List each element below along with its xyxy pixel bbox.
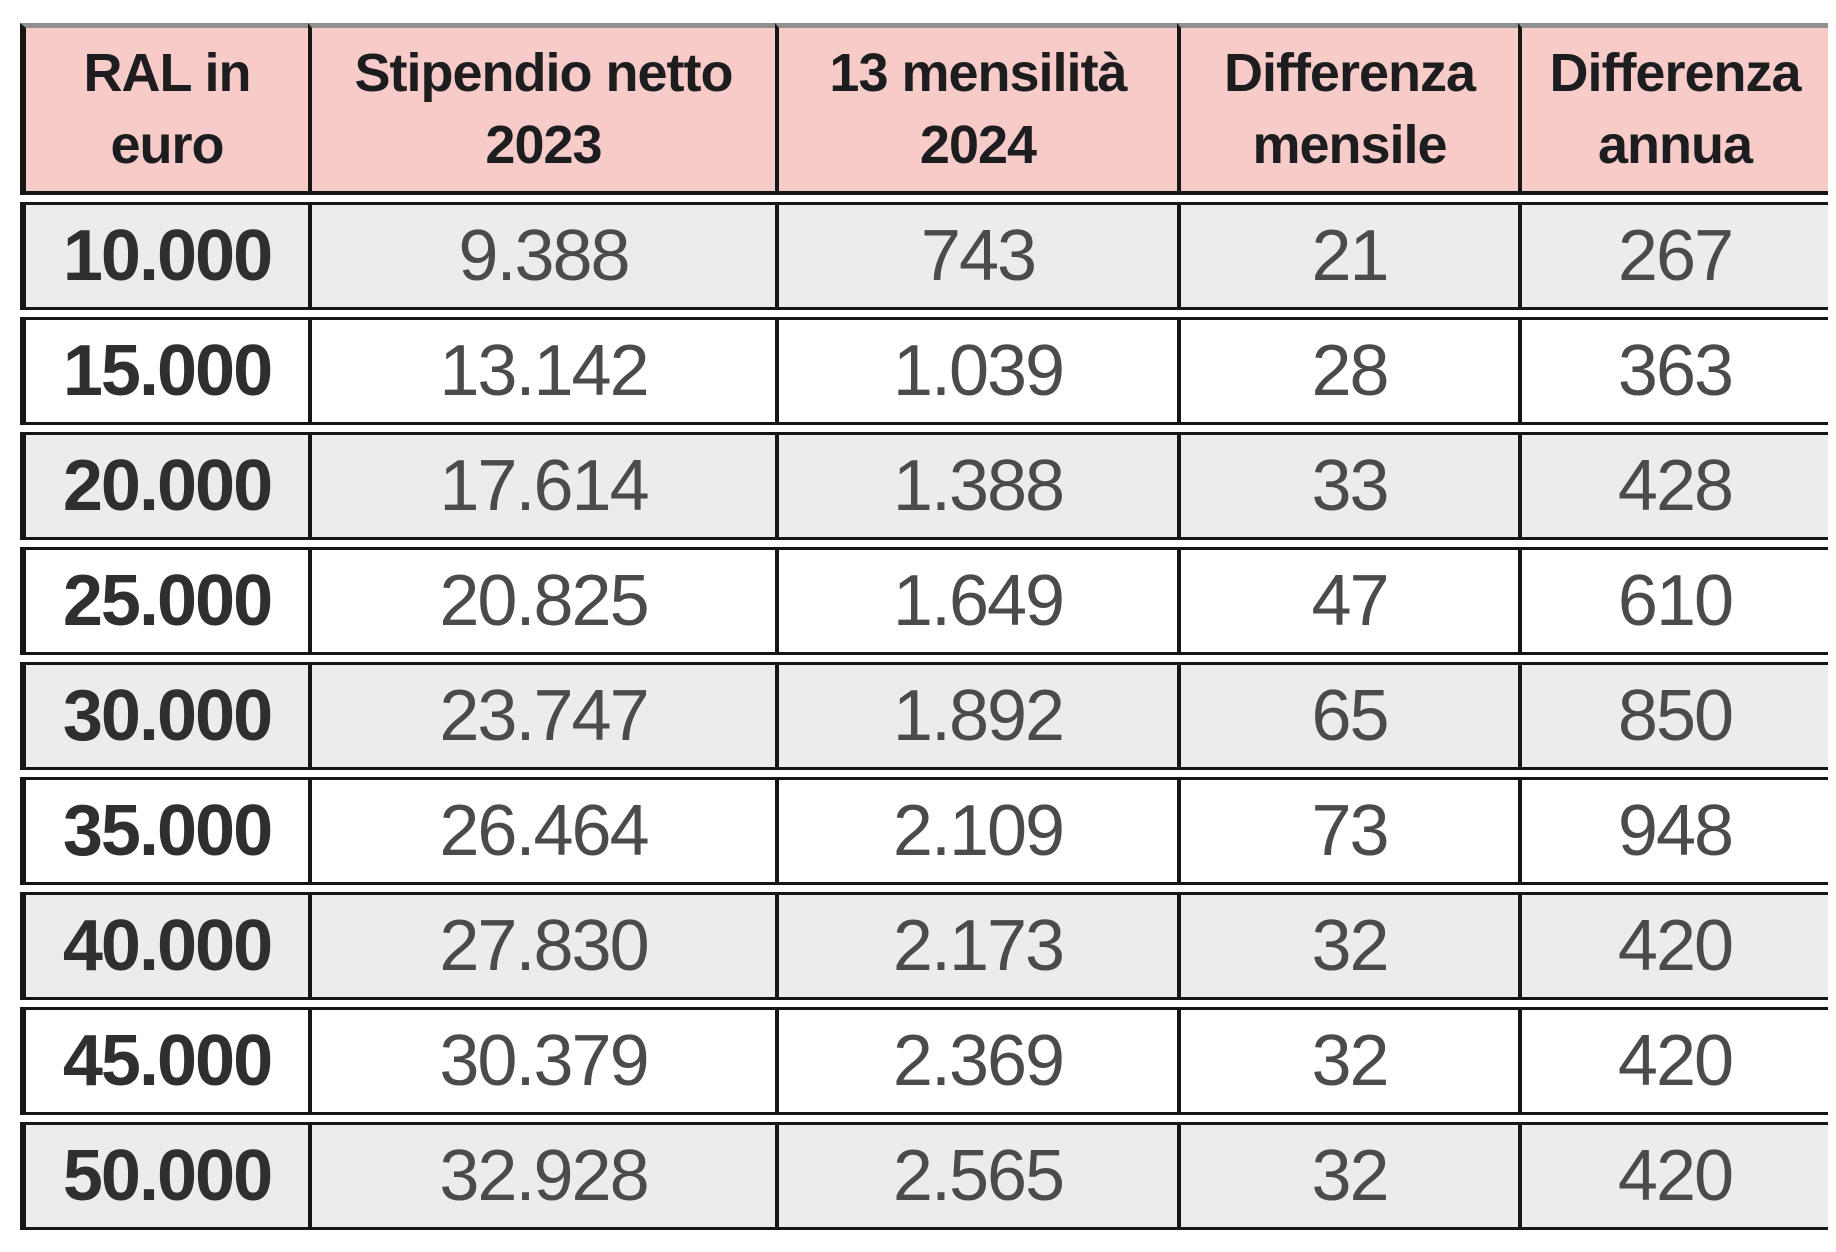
- table-cell: 32: [1177, 1007, 1518, 1115]
- table-cell: 27.830: [308, 892, 775, 1000]
- salary-comparison-table: RAL in euro Stipendio netto 2023 13 mens…: [20, 16, 1828, 1237]
- header-line: 2024: [919, 114, 1037, 175]
- table-cell: 420: [1518, 1122, 1828, 1230]
- table-row: 45.000 30.379 2.369 32 420: [20, 1007, 1828, 1115]
- table-cell: 1.039: [775, 317, 1177, 425]
- header-line: RAL in: [83, 43, 252, 104]
- ral-cell: 15.000: [20, 317, 308, 425]
- table-cell: 743: [775, 202, 1177, 310]
- header-line: annua: [1597, 114, 1753, 175]
- ral-cell: 20.000: [20, 432, 308, 540]
- table-cell: 26.464: [308, 777, 775, 885]
- table-cell: 850: [1518, 662, 1828, 770]
- header-line: mensile: [1252, 114, 1447, 175]
- table-cell: 2.173: [775, 892, 1177, 1000]
- table-cell: 420: [1518, 1007, 1828, 1115]
- column-header-13-mensilita-2024: 13 mensilità 2024: [775, 23, 1177, 195]
- table-row: 25.000 20.825 1.649 47 610: [20, 547, 1828, 655]
- table-cell: 948: [1518, 777, 1828, 885]
- ral-cell: 35.000: [20, 777, 308, 885]
- table-row: 20.000 17.614 1.388 33 428: [20, 432, 1828, 540]
- table-cell: 267: [1518, 202, 1828, 310]
- table-cell: 23.747: [308, 662, 775, 770]
- ral-cell: 25.000: [20, 547, 308, 655]
- table-cell: 13.142: [308, 317, 775, 425]
- header-line: 2023: [485, 114, 602, 175]
- table-cell: 1.649: [775, 547, 1177, 655]
- table-cell: 610: [1518, 547, 1828, 655]
- ral-cell: 45.000: [20, 1007, 308, 1115]
- table-cell: 30.379: [308, 1007, 775, 1115]
- header-line: Stipendio netto: [354, 43, 734, 104]
- table-cell: 2.565: [775, 1122, 1177, 1230]
- table-cell: 363: [1518, 317, 1828, 425]
- table-cell: 28: [1177, 317, 1518, 425]
- table-row: 10.000 9.388 743 21 267: [20, 202, 1828, 310]
- table-cell: 420: [1518, 892, 1828, 1000]
- table-cell: 1.892: [775, 662, 1177, 770]
- table-cell: 33: [1177, 432, 1518, 540]
- page: { "table": { "headers": [ ["RAL in", "eu…: [0, 16, 1836, 1252]
- table-cell: 2.369: [775, 1007, 1177, 1115]
- table-cell: 73: [1177, 777, 1518, 885]
- header-line: euro: [110, 114, 224, 175]
- header-line: Differenza: [1223, 43, 1476, 104]
- header-line: 13 mensilità: [829, 43, 1127, 104]
- ral-cell: 40.000: [20, 892, 308, 1000]
- table-cell: 47: [1177, 547, 1518, 655]
- table-row: 15.000 13.142 1.039 28 363: [20, 317, 1828, 425]
- column-header-differenza-mensile: Differenza mensile: [1177, 23, 1518, 195]
- header-row: RAL in euro Stipendio netto 2023 13 mens…: [20, 23, 1828, 195]
- header-line: Differenza: [1549, 43, 1801, 104]
- table-cell: 1.388: [775, 432, 1177, 540]
- table-cell: 428: [1518, 432, 1828, 540]
- table-cell: 17.614: [308, 432, 775, 540]
- table-cell: 20.825: [308, 547, 775, 655]
- ral-cell: 30.000: [20, 662, 308, 770]
- column-header-ral-in-euro: RAL in euro: [20, 23, 308, 195]
- table-row: 30.000 23.747 1.892 65 850: [20, 662, 1828, 770]
- column-header-differenza-annua: Differenza annua: [1518, 23, 1828, 195]
- table-cell: 2.109: [775, 777, 1177, 885]
- table-row: 50.000 32.928 2.565 32 420: [20, 1122, 1828, 1230]
- table-cell: 32: [1177, 892, 1518, 1000]
- column-header-stipendio-netto-2023: Stipendio netto 2023: [308, 23, 775, 195]
- table-cell: 21: [1177, 202, 1518, 310]
- table-cell: 65: [1177, 662, 1518, 770]
- ral-cell: 50.000: [20, 1122, 308, 1230]
- table-cell: 32.928: [308, 1122, 775, 1230]
- table-cell: 9.388: [308, 202, 775, 310]
- table-row: 35.000 26.464 2.109 73 948: [20, 777, 1828, 885]
- table-cell: 32: [1177, 1122, 1518, 1230]
- ral-cell: 10.000: [20, 202, 308, 310]
- table-row: 40.000 27.830 2.173 32 420: [20, 892, 1828, 1000]
